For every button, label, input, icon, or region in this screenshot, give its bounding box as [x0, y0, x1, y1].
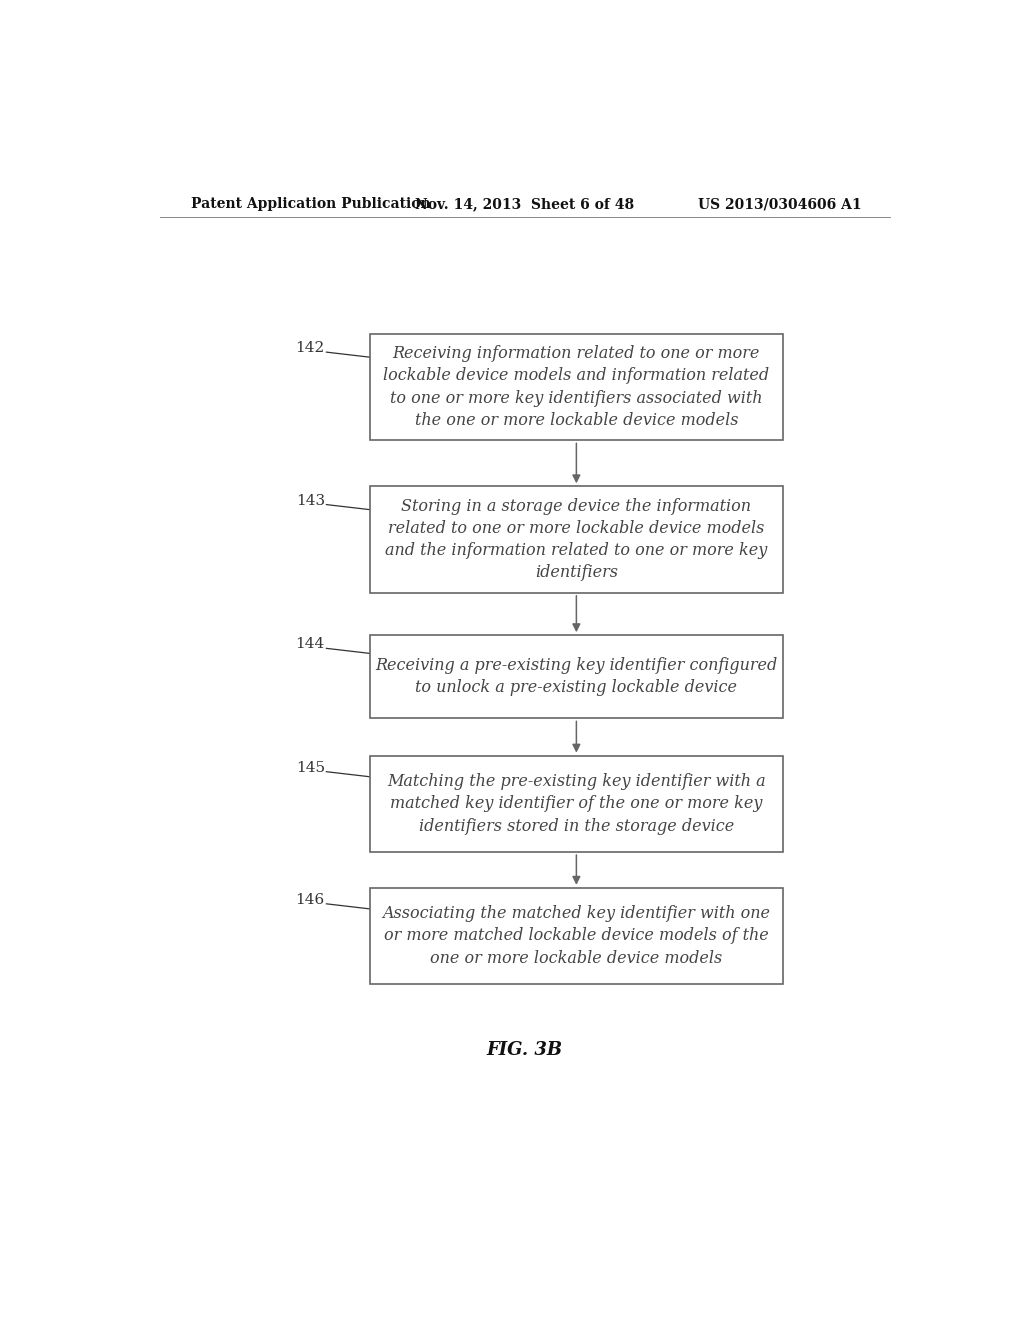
Text: Storing in a storage device the information
related to one or more lockable devi: Storing in a storage device the informat…	[385, 498, 768, 581]
Text: Receiving a pre-existing key identifier configured
to unlock a pre-existing lock: Receiving a pre-existing key identifier …	[375, 657, 777, 697]
Text: 144: 144	[296, 638, 325, 651]
Text: Patent Application Publication: Patent Application Publication	[191, 197, 431, 211]
Text: 142: 142	[296, 341, 325, 355]
Text: Associating the matched key identifier with one
or more matched lockable device : Associating the matched key identifier w…	[382, 906, 770, 966]
Text: Receiving information related to one or more
lockable device models and informat: Receiving information related to one or …	[383, 346, 769, 429]
FancyBboxPatch shape	[370, 486, 782, 593]
Text: FIG. 3B: FIG. 3B	[486, 1041, 563, 1059]
FancyBboxPatch shape	[370, 635, 782, 718]
FancyBboxPatch shape	[370, 334, 782, 441]
Text: US 2013/0304606 A1: US 2013/0304606 A1	[698, 197, 862, 211]
Text: 143: 143	[296, 494, 325, 507]
Text: Nov. 14, 2013  Sheet 6 of 48: Nov. 14, 2013 Sheet 6 of 48	[416, 197, 634, 211]
Text: 146: 146	[296, 892, 325, 907]
FancyBboxPatch shape	[370, 887, 782, 985]
FancyBboxPatch shape	[370, 755, 782, 853]
Text: Matching the pre-existing key identifier with a
matched key identifier of the on: Matching the pre-existing key identifier…	[387, 774, 766, 834]
Text: 145: 145	[296, 760, 325, 775]
